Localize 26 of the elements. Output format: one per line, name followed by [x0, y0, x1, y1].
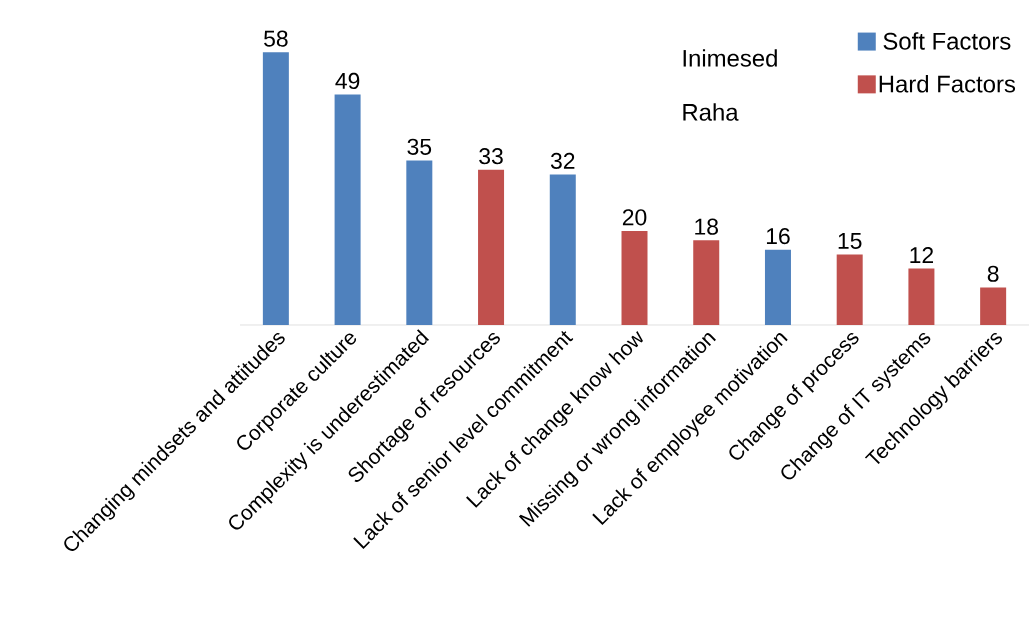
data-label: 49 — [335, 72, 360, 90]
annotation: Inimesed — [683, 49, 777, 67]
bar — [549, 174, 576, 325]
bar — [764, 249, 791, 325]
legend-label: Soft Factors — [883, 32, 1011, 50]
bar — [334, 94, 361, 325]
data-label: 12 — [910, 247, 934, 264]
annotation: Raha — [683, 103, 739, 121]
data-label: 15 — [838, 232, 862, 249]
data-label: 8 — [987, 265, 999, 282]
data-label: 35 — [407, 138, 432, 155]
bar — [693, 240, 720, 325]
data-label: 20 — [622, 209, 647, 226]
data-label: 58 — [264, 30, 288, 47]
legend-label: Hard Factors — [879, 74, 1016, 93]
data-label: 33 — [479, 148, 503, 165]
data-label: 18 — [695, 218, 718, 235]
bar — [406, 160, 433, 325]
bar — [478, 169, 505, 325]
bar — [621, 230, 648, 325]
bar — [836, 254, 863, 325]
bar — [262, 52, 289, 325]
data-label: 32 — [550, 152, 575, 169]
bar — [908, 268, 935, 325]
bar — [980, 287, 1007, 325]
data-label: 16 — [766, 228, 790, 245]
